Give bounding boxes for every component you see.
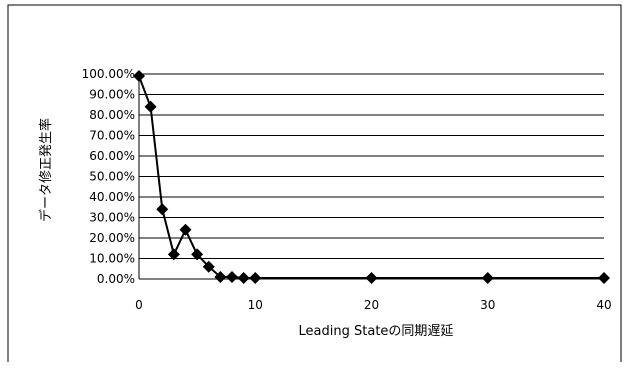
y-tick-label: 60.00%: [89, 149, 135, 163]
x-tick-labels: 0 10 20 30 40: [135, 298, 611, 312]
x-tick-label: 0: [135, 298, 143, 312]
data-point: [365, 271, 378, 284]
y-tick-label: 90.00%: [89, 88, 135, 102]
data-point: [249, 271, 262, 284]
y-tick-label: 80.00%: [89, 108, 135, 122]
data-point: [214, 270, 227, 283]
data-point: [167, 248, 180, 261]
data-point: [237, 271, 250, 284]
data-point: [481, 271, 494, 284]
data-markers: [133, 70, 610, 284]
y-tick-label: 20.00%: [89, 231, 135, 245]
data-point: [179, 223, 192, 236]
data-point: [191, 248, 204, 261]
data-point: [144, 100, 157, 113]
x-tick-label: 40: [596, 298, 611, 312]
grid-lines: [139, 73, 604, 259]
y-tick-label: 70.00%: [89, 129, 135, 143]
x-tick-label: 20: [364, 298, 379, 312]
y-tick-label: 50.00%: [89, 170, 135, 184]
data-point: [202, 260, 215, 273]
y-axis-label: データ修正発生率: [38, 118, 54, 222]
y-tick-label: 100.00%: [82, 67, 135, 81]
outer-frame: [7, 4, 622, 362]
x-tick-label: 10: [248, 298, 263, 312]
y-tick-label: 40.00%: [89, 190, 135, 204]
data-point: [226, 270, 238, 283]
data-point: [598, 271, 610, 284]
x-axis-label: Leading Stateの同期遅延: [299, 324, 454, 339]
y-tick-label: 0.00%: [97, 272, 135, 286]
data-point: [156, 203, 169, 216]
y-tick-label: 30.00%: [89, 211, 135, 225]
series-line: [138, 75, 604, 279]
data-point: [133, 70, 145, 83]
y-tick-label: 10.00%: [89, 252, 135, 266]
y-tick-labels: 0.00% 10.00% 20.00% 30.00% 40.00% 50.00% 60.00…: [82, 67, 135, 286]
x-tick-label: 30: [480, 298, 495, 312]
